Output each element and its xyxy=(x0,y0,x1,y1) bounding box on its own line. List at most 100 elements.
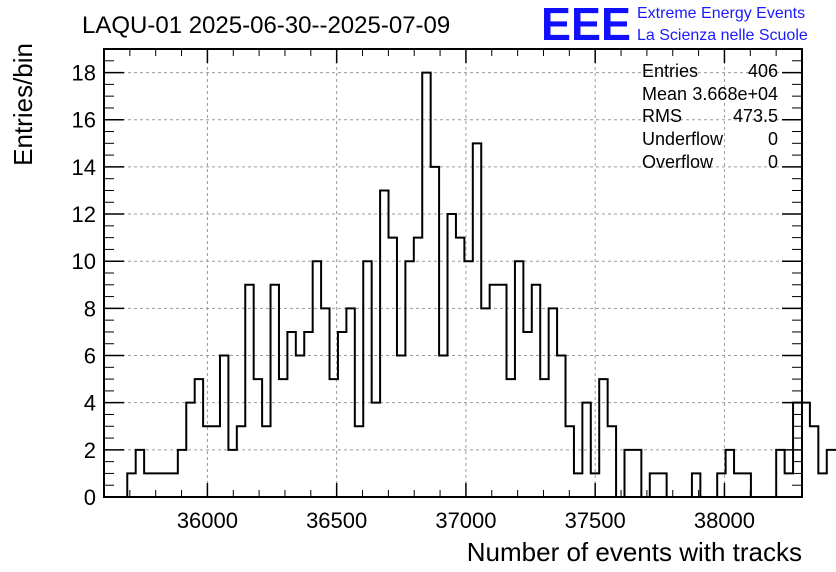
histogram-bin-20 xyxy=(296,356,304,497)
histogram-bin-18 xyxy=(279,379,287,497)
histogram-bin-13 xyxy=(237,426,245,497)
stats-underflow-label: Underflow xyxy=(642,129,724,149)
histogram-bin-22 xyxy=(313,261,321,497)
x-tick-label-2: 37000 xyxy=(435,508,496,533)
histogram-bin-17 xyxy=(271,285,279,497)
histogram-bin-60 xyxy=(633,450,641,497)
histogram-bin-62 xyxy=(650,473,658,497)
stats-mean-value: 3.668e+04 xyxy=(692,84,778,104)
x-tick-labels: 36000 36500 37000 37500 38000 xyxy=(177,508,755,533)
stats-entries-label: Entries xyxy=(642,61,698,81)
histogram-bin-48 xyxy=(532,285,540,497)
y-tick-labels: 0 2 4 6 8 10 12 14 16 18 xyxy=(72,61,96,510)
histogram-bin-11 xyxy=(220,356,228,497)
y-tick-label-4: 8 xyxy=(84,296,96,321)
histogram-bin-6 xyxy=(178,450,186,497)
histogram-bin-46 xyxy=(515,261,523,497)
histogram-bin-83 xyxy=(827,450,835,497)
y-tick-label-7: 14 xyxy=(72,155,96,180)
histogram-bin-72 xyxy=(734,473,742,497)
x-tick-label-1: 36500 xyxy=(306,508,367,533)
histogram-bin-19 xyxy=(287,332,295,497)
histogram-bin-63 xyxy=(658,473,666,497)
histogram-bin-49 xyxy=(540,379,548,497)
histogram-bin-73 xyxy=(742,473,750,497)
histogram-bin-35 xyxy=(422,73,430,497)
stats-box: Entries 406 Mean 3.668e+04 RMS 473.5 Und… xyxy=(642,61,778,172)
histogram-bin-2 xyxy=(144,473,152,497)
histogram-bin-44 xyxy=(498,285,506,497)
histogram-bin-77 xyxy=(776,450,784,497)
histogram-bin-5 xyxy=(169,473,177,497)
histogram-bin-71 xyxy=(726,450,734,497)
y-tick-label-2: 4 xyxy=(84,391,96,416)
histogram-bin-25 xyxy=(338,332,346,497)
histogram-bin-16 xyxy=(262,426,270,497)
stats-mean-label: Mean xyxy=(642,84,687,104)
stats-overflow-value: 0 xyxy=(768,152,778,172)
histogram-bin-57 xyxy=(608,426,616,497)
y-tick-label-0: 0 xyxy=(84,485,96,510)
x-tick-label-3: 37500 xyxy=(565,508,626,533)
histogram-bin-12 xyxy=(228,450,236,497)
histogram-bin-21 xyxy=(304,332,312,497)
histogram-bin-56 xyxy=(599,379,607,497)
stats-underflow-value: 0 xyxy=(768,129,778,149)
histogram-bin-28 xyxy=(363,261,371,497)
histogram-bin-53 xyxy=(574,473,582,497)
x-tick-label-4: 38000 xyxy=(694,508,755,533)
histogram-bin-10 xyxy=(212,426,220,497)
y-tick-label-1: 2 xyxy=(84,438,96,463)
plot-frame xyxy=(103,48,803,498)
axes xyxy=(103,48,803,498)
histogram-bin-3 xyxy=(153,473,161,497)
histogram-bin-4 xyxy=(161,473,169,497)
y-tick-label-9: 18 xyxy=(72,61,96,86)
histogram-outline xyxy=(126,71,836,498)
histogram-bin-27 xyxy=(355,426,363,497)
chart-title: LAQU-01 2025-06-30--2025-07-09 xyxy=(82,12,450,39)
y-axis-label: Entries/bin xyxy=(8,43,38,166)
histogram-bin-81 xyxy=(810,426,818,497)
stats-overflow-label: Overflow xyxy=(642,152,714,172)
histogram-bin-45 xyxy=(507,379,515,497)
histogram-bin-37 xyxy=(439,356,447,497)
eee-logo-line1: Extreme Energy Events xyxy=(637,5,805,22)
grid-lines xyxy=(104,49,802,497)
stats-entries-value: 406 xyxy=(748,61,778,81)
eee-logo: EEE Extreme Energy Events La Scienza nel… xyxy=(541,0,808,50)
stats-rms-value: 473.5 xyxy=(733,106,778,126)
x-tick-label-0: 36000 xyxy=(177,508,238,533)
histogram-bin-34 xyxy=(414,238,422,497)
histogram-bin-39 xyxy=(456,238,464,497)
histogram-bin-14 xyxy=(245,285,253,497)
histogram-bin-47 xyxy=(523,332,531,497)
y-tick-label-5: 10 xyxy=(72,249,96,274)
x-axis-label: Number of events with tracks xyxy=(467,537,802,567)
histogram-bars xyxy=(126,71,836,498)
histogram-bin-32 xyxy=(397,356,405,497)
y-tick-label-6: 12 xyxy=(72,202,96,227)
histogram-bin-36 xyxy=(431,167,439,497)
y-tick-label-8: 16 xyxy=(72,108,96,133)
histogram-bin-59 xyxy=(625,450,633,497)
histogram-bin-24 xyxy=(330,379,338,497)
histogram-bin-78 xyxy=(785,473,793,497)
histogram-bin-8 xyxy=(195,379,203,497)
histogram-bin-0 xyxy=(127,473,135,497)
y-tick-label-3: 6 xyxy=(84,344,96,369)
histogram-bin-43 xyxy=(490,285,498,497)
eee-logo-mark: EEE xyxy=(541,0,631,50)
histogram-bin-1 xyxy=(136,450,144,497)
histogram-bin-30 xyxy=(380,190,388,497)
histogram-bin-33 xyxy=(405,261,413,497)
histogram-bin-31 xyxy=(389,238,397,497)
histogram-bin-52 xyxy=(566,426,574,497)
stats-rms-label: RMS xyxy=(642,106,682,126)
eee-logo-line2: La Scienza nelle Scuole xyxy=(637,27,808,44)
histogram-bin-51 xyxy=(557,356,565,497)
histogram-bin-41 xyxy=(473,143,481,497)
histogram-bin-15 xyxy=(254,379,262,497)
histogram-bin-82 xyxy=(818,473,826,497)
